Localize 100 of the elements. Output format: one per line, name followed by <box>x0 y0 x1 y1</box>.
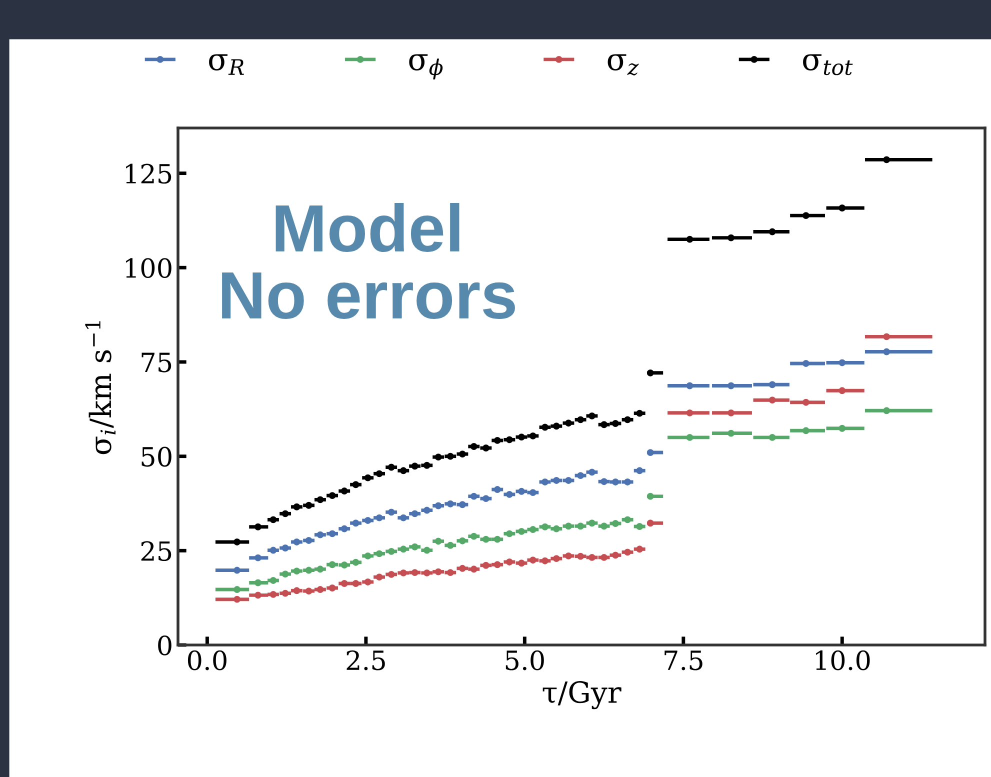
x-tick-label: 10.0 <box>816 650 870 670</box>
point <box>600 421 608 428</box>
point <box>458 537 466 544</box>
point <box>446 542 454 549</box>
point <box>600 478 608 486</box>
point <box>400 467 407 474</box>
point <box>388 464 395 471</box>
point <box>423 506 430 514</box>
point <box>768 396 776 404</box>
point <box>565 522 572 530</box>
point <box>340 562 348 568</box>
point <box>646 449 654 456</box>
legend-label: σ$_{tot}$ <box>803 54 853 76</box>
point <box>518 488 525 495</box>
point <box>506 436 513 444</box>
point <box>340 488 348 495</box>
x-tick-label: 0.0 <box>188 650 226 670</box>
point <box>802 398 810 406</box>
point <box>411 510 418 518</box>
point <box>434 502 442 510</box>
x-axis-title: τ/Gyr <box>542 681 622 710</box>
point <box>482 495 490 502</box>
point <box>494 536 501 543</box>
point <box>768 228 776 236</box>
point <box>494 436 501 444</box>
point <box>423 546 430 554</box>
point <box>388 548 395 555</box>
point <box>282 510 289 518</box>
legend-label: σ$_{R}$ <box>209 54 244 75</box>
point <box>728 409 734 416</box>
point <box>388 570 395 578</box>
annotation: Model No errors <box>222 203 515 319</box>
point <box>624 416 632 424</box>
point <box>588 468 596 476</box>
point <box>458 450 466 458</box>
point <box>577 552 584 560</box>
point <box>612 520 619 527</box>
point <box>728 430 734 437</box>
point <box>624 516 632 524</box>
y-tick-label: 25 <box>141 541 172 562</box>
point <box>411 543 418 550</box>
point <box>636 546 644 553</box>
point <box>411 462 418 470</box>
point <box>612 478 619 486</box>
point <box>388 508 395 516</box>
legend-label: σ$_{z}$ <box>608 54 639 76</box>
point <box>565 476 572 484</box>
point <box>470 492 478 500</box>
point <box>470 532 478 540</box>
point <box>768 381 776 388</box>
point <box>506 490 513 498</box>
point <box>518 434 525 441</box>
point <box>600 522 608 530</box>
point <box>470 566 478 573</box>
point <box>518 560 525 567</box>
point <box>552 422 560 430</box>
point <box>552 525 560 532</box>
point <box>254 554 262 562</box>
point <box>802 212 810 220</box>
point <box>686 236 694 243</box>
point <box>577 522 584 530</box>
point <box>529 556 536 564</box>
point <box>364 552 372 560</box>
point <box>883 333 890 340</box>
point <box>364 578 372 586</box>
point <box>458 501 466 508</box>
point <box>434 454 442 461</box>
point <box>234 538 241 546</box>
point <box>282 590 289 597</box>
point <box>400 569 407 576</box>
point <box>728 234 734 242</box>
point <box>494 486 501 493</box>
point <box>542 523 548 530</box>
point <box>838 424 846 432</box>
point <box>565 552 572 560</box>
point <box>446 500 454 508</box>
point <box>686 382 694 390</box>
y-tick-label: 75 <box>142 352 172 372</box>
y-tick-label: 0 <box>158 635 172 656</box>
point <box>838 204 846 212</box>
point <box>506 558 513 566</box>
point <box>542 424 548 431</box>
point <box>802 427 810 434</box>
point <box>636 467 644 474</box>
point <box>565 420 572 427</box>
point <box>470 443 478 450</box>
point <box>254 592 262 599</box>
point <box>340 525 348 532</box>
point <box>494 561 501 568</box>
point <box>588 520 596 527</box>
point <box>518 528 525 535</box>
point <box>588 554 596 561</box>
point <box>883 348 890 356</box>
point <box>434 568 442 576</box>
point <box>506 530 513 538</box>
point <box>282 544 289 552</box>
y-tick-label: 125 <box>126 164 172 184</box>
point <box>446 452 454 460</box>
point <box>646 520 654 527</box>
point <box>364 516 372 524</box>
